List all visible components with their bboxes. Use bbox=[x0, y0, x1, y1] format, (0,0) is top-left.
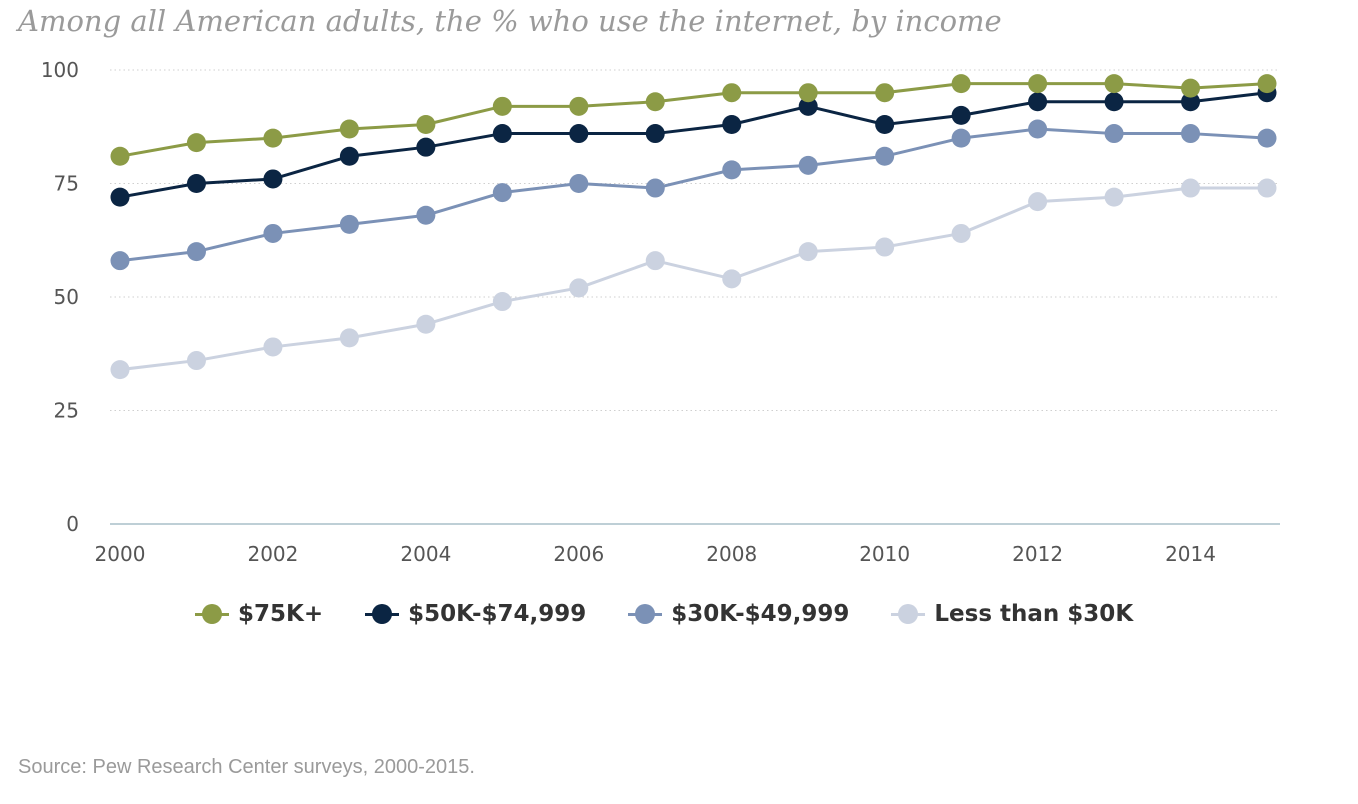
data-point-30k-49-999 bbox=[110, 251, 130, 271]
x-tick-label: 2006 bbox=[553, 542, 604, 566]
data-point-75k bbox=[492, 96, 512, 116]
data-point-less-than-30k bbox=[798, 242, 818, 262]
data-point-30k-49-999 bbox=[1181, 124, 1201, 144]
series-line-less-than-30k bbox=[119, 186, 1267, 372]
y-tick-label: 75 bbox=[54, 172, 79, 196]
data-point-30k-49-999 bbox=[951, 128, 971, 148]
data-point-less-than-30k bbox=[1104, 187, 1124, 207]
x-tick-label: 2000 bbox=[95, 542, 146, 566]
data-point-30k-49-999 bbox=[798, 155, 818, 175]
data-point-30k-49-999 bbox=[1257, 128, 1277, 148]
data-point-50k-74-999 bbox=[722, 114, 742, 134]
data-point-30k-49-999 bbox=[722, 160, 742, 180]
legend-item-less-than-30k[interactable]: Less than $30K bbox=[891, 601, 1133, 627]
legend-label-30k-49999: $30K-$49,999 bbox=[671, 601, 850, 627]
data-point-50k-74-999 bbox=[1104, 92, 1124, 112]
data-point-30k-49-999 bbox=[263, 223, 283, 243]
data-point-30k-49-999 bbox=[492, 183, 512, 203]
data-point-75k bbox=[722, 83, 742, 103]
data-point-30k-49-999 bbox=[569, 174, 589, 193]
data-point-50k-74-999 bbox=[339, 146, 359, 166]
data-point-50k-74-999 bbox=[263, 169, 283, 189]
data-point-50k-74-999 bbox=[416, 137, 436, 157]
data-point-less-than-30k bbox=[416, 314, 436, 334]
data-point-50k-74-999 bbox=[1028, 92, 1048, 112]
data-point-50k-74-999 bbox=[875, 114, 895, 134]
y-tick-label: 0 bbox=[66, 512, 79, 536]
data-point-less-than-30k bbox=[569, 278, 589, 298]
data-point-75k bbox=[339, 119, 359, 139]
legend-swatch-50k-74999 bbox=[365, 603, 400, 625]
legend-swatch-less-than-30k bbox=[891, 603, 926, 625]
data-point-less-than-30k bbox=[263, 337, 283, 357]
y-tick-label: 25 bbox=[54, 399, 79, 423]
data-point-50k-74-999 bbox=[569, 124, 589, 144]
source-note: Source: Pew Research Center surveys, 200… bbox=[18, 756, 475, 778]
x-tick-label: 2004 bbox=[400, 542, 451, 566]
data-point-75k bbox=[645, 92, 665, 112]
data-point-75k bbox=[875, 83, 895, 103]
data-point-50k-74-999 bbox=[1181, 92, 1201, 112]
y-tick-label: 50 bbox=[54, 285, 79, 309]
legend-label-50k-74999: $50K-$74,999 bbox=[408, 601, 587, 627]
data-point-75k bbox=[798, 83, 818, 103]
data-point-75k bbox=[186, 133, 206, 153]
data-point-50k-74-999 bbox=[645, 124, 665, 144]
data-point-50k-74-999 bbox=[492, 124, 512, 144]
x-tick-label: 2008 bbox=[706, 542, 757, 566]
data-point-less-than-30k bbox=[722, 269, 742, 289]
data-point-75k bbox=[1104, 74, 1124, 94]
data-point-50k-74-999 bbox=[110, 187, 130, 207]
legend-label-less-than-30k: Less than $30K bbox=[934, 601, 1134, 627]
data-point-less-than-30k bbox=[645, 251, 665, 271]
data-point-75k bbox=[1257, 74, 1277, 94]
data-point-30k-49-999 bbox=[186, 242, 206, 262]
legend-item-30k-49999[interactable]: $30K-$49,999 bbox=[628, 601, 849, 627]
y-tick-label: 100 bbox=[41, 58, 79, 82]
data-point-75k bbox=[1028, 74, 1048, 94]
legend-label-75k-plus: $75K+ bbox=[238, 601, 324, 627]
data-point-75k bbox=[569, 96, 589, 116]
data-point-less-than-30k bbox=[110, 360, 130, 380]
data-point-75k bbox=[1181, 78, 1201, 98]
data-point-less-than-30k bbox=[1028, 192, 1048, 212]
series-line-50k-74-999 bbox=[119, 91, 1268, 199]
data-point-30k-49-999 bbox=[645, 178, 665, 198]
data-point-30k-49-999 bbox=[339, 214, 359, 234]
data-point-30k-49-999 bbox=[1104, 124, 1124, 144]
data-point-50k-74-999 bbox=[798, 96, 818, 116]
data-point-less-than-30k bbox=[1181, 178, 1201, 198]
series-line-30k-49-999 bbox=[119, 127, 1268, 263]
x-tick-label: 2002 bbox=[247, 542, 298, 566]
data-point-75k bbox=[263, 128, 283, 148]
legend-swatch-30k-49999 bbox=[628, 603, 663, 625]
data-point-30k-49-999 bbox=[416, 205, 436, 225]
legend-swatch-75k-plus bbox=[195, 603, 229, 625]
data-point-50k-74-999 bbox=[186, 174, 206, 193]
data-point-less-than-30k bbox=[1257, 178, 1277, 198]
data-point-less-than-30k bbox=[186, 351, 206, 371]
data-point-75k bbox=[110, 146, 130, 166]
chart-title: Among all American adults, the % who use… bbox=[18, 4, 1002, 38]
data-point-less-than-30k bbox=[875, 237, 895, 257]
legend-item-75k-plus[interactable]: $75K+ bbox=[195, 601, 323, 627]
x-tick-label: 2010 bbox=[859, 542, 910, 566]
data-point-less-than-30k bbox=[951, 223, 971, 243]
data-point-75k bbox=[951, 74, 971, 94]
x-tick-label: 2012 bbox=[1012, 542, 1063, 566]
data-point-30k-49-999 bbox=[1028, 119, 1048, 139]
data-point-less-than-30k bbox=[492, 292, 512, 312]
x-tick-label: 2014 bbox=[1165, 542, 1216, 566]
series-line-75k bbox=[119, 82, 1268, 158]
legend-item-50k-74999[interactable]: $50K-$74,999 bbox=[365, 601, 586, 627]
data-point-30k-49-999 bbox=[875, 146, 895, 166]
data-point-75k bbox=[416, 114, 436, 134]
data-point-50k-74-999 bbox=[951, 105, 971, 125]
data-point-less-than-30k bbox=[339, 328, 359, 348]
legend: $75K+ $50K-$74,999 $30K-$49,999 Less tha… bbox=[195, 601, 1175, 627]
